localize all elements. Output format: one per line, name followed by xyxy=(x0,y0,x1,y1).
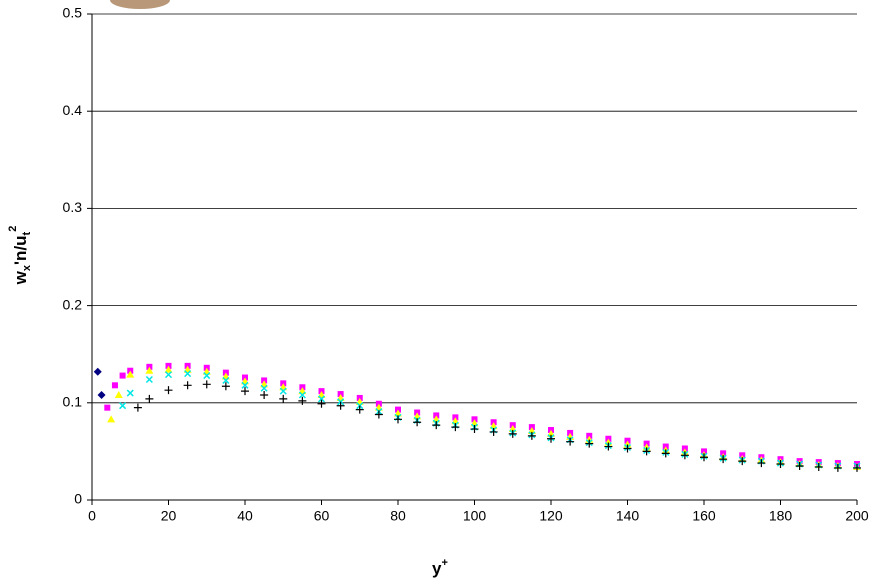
data-point xyxy=(145,375,153,384)
data-point xyxy=(853,463,861,472)
data-point xyxy=(317,399,326,408)
data-point xyxy=(279,387,287,395)
data-point xyxy=(111,382,118,389)
y-tick-label: 0.5 xyxy=(63,5,83,21)
data-point xyxy=(164,386,173,395)
data-point xyxy=(413,418,422,427)
data-point xyxy=(451,423,460,432)
y-title-sub2: t xyxy=(21,231,33,235)
data-point xyxy=(623,444,632,453)
data-point xyxy=(527,431,536,440)
data-point xyxy=(604,442,613,451)
x-axis-title: y+ xyxy=(432,557,448,579)
data-point xyxy=(279,394,288,403)
data-point xyxy=(164,371,173,379)
data-point xyxy=(719,455,728,464)
data-point xyxy=(680,451,689,460)
data-point xyxy=(97,391,106,400)
data-point xyxy=(757,459,766,468)
data-point xyxy=(795,461,804,470)
x-tick-label: 60 xyxy=(314,508,330,524)
data-point xyxy=(585,439,594,448)
x-tick-label: 180 xyxy=(769,508,793,524)
x-title-sup: + xyxy=(442,557,448,569)
y-tick-label: 0.2 xyxy=(63,296,83,312)
x-tick-label: 20 xyxy=(161,508,177,524)
data-point xyxy=(317,395,326,403)
y-title-mid: 'n/u xyxy=(11,235,30,265)
data-point xyxy=(184,370,192,378)
data-point xyxy=(470,425,479,434)
x-tick-label: 40 xyxy=(237,508,253,524)
data-point xyxy=(203,372,211,380)
data-point xyxy=(260,391,269,400)
data-point xyxy=(814,462,823,471)
data-point xyxy=(260,384,268,392)
data-point xyxy=(355,405,364,414)
x-tick-label: 0 xyxy=(88,508,96,524)
data-point xyxy=(222,376,230,384)
logo xyxy=(110,0,170,9)
x-tick-label: 80 xyxy=(390,508,406,524)
data-point xyxy=(119,402,127,410)
y-title-sup: 2 xyxy=(7,226,19,232)
y-tick-label: 0.4 xyxy=(63,102,83,118)
data-point xyxy=(126,389,134,397)
data-point xyxy=(489,427,498,436)
data-point xyxy=(394,415,402,424)
x-title-main: y xyxy=(432,559,442,578)
data-point xyxy=(221,382,230,391)
data-point xyxy=(642,447,651,456)
data-point xyxy=(202,380,211,389)
data-point xyxy=(145,394,154,403)
data-point xyxy=(126,370,135,378)
data-point xyxy=(566,437,575,446)
y-tick-label: 0.1 xyxy=(63,394,83,410)
data-point xyxy=(661,449,670,458)
data-point xyxy=(547,434,555,443)
data-point xyxy=(241,387,249,396)
data-point xyxy=(738,457,747,466)
data-point xyxy=(241,381,249,389)
data-point xyxy=(93,367,102,376)
data-point xyxy=(107,415,116,423)
data-point xyxy=(298,396,307,405)
x-tick-label: 100 xyxy=(463,508,487,524)
data-point xyxy=(508,429,517,438)
data-point xyxy=(145,366,154,374)
data-point xyxy=(119,372,126,379)
x-tick-label: 160 xyxy=(692,508,716,524)
data-point xyxy=(164,365,173,373)
data-point xyxy=(104,404,111,411)
data-point xyxy=(298,391,306,399)
data-point xyxy=(833,463,842,472)
data-point xyxy=(700,453,708,462)
y-title-sub1: x xyxy=(21,264,33,271)
x-tick-label: 120 xyxy=(539,508,563,524)
data-point xyxy=(133,403,142,412)
data-point xyxy=(114,391,123,399)
data-point xyxy=(374,410,383,419)
y-title-w: w xyxy=(11,270,30,285)
x-tick-label: 140 xyxy=(616,508,640,524)
y-tick-label: 0 xyxy=(74,491,82,507)
data-point xyxy=(776,460,785,469)
y-tick-label: 0.3 xyxy=(63,199,83,215)
data-point xyxy=(183,381,192,390)
data-point xyxy=(336,401,345,410)
y-axis-title: wx'n/ut2 xyxy=(7,226,33,286)
x-tick-label: 200 xyxy=(845,508,869,524)
data-point xyxy=(432,421,441,430)
